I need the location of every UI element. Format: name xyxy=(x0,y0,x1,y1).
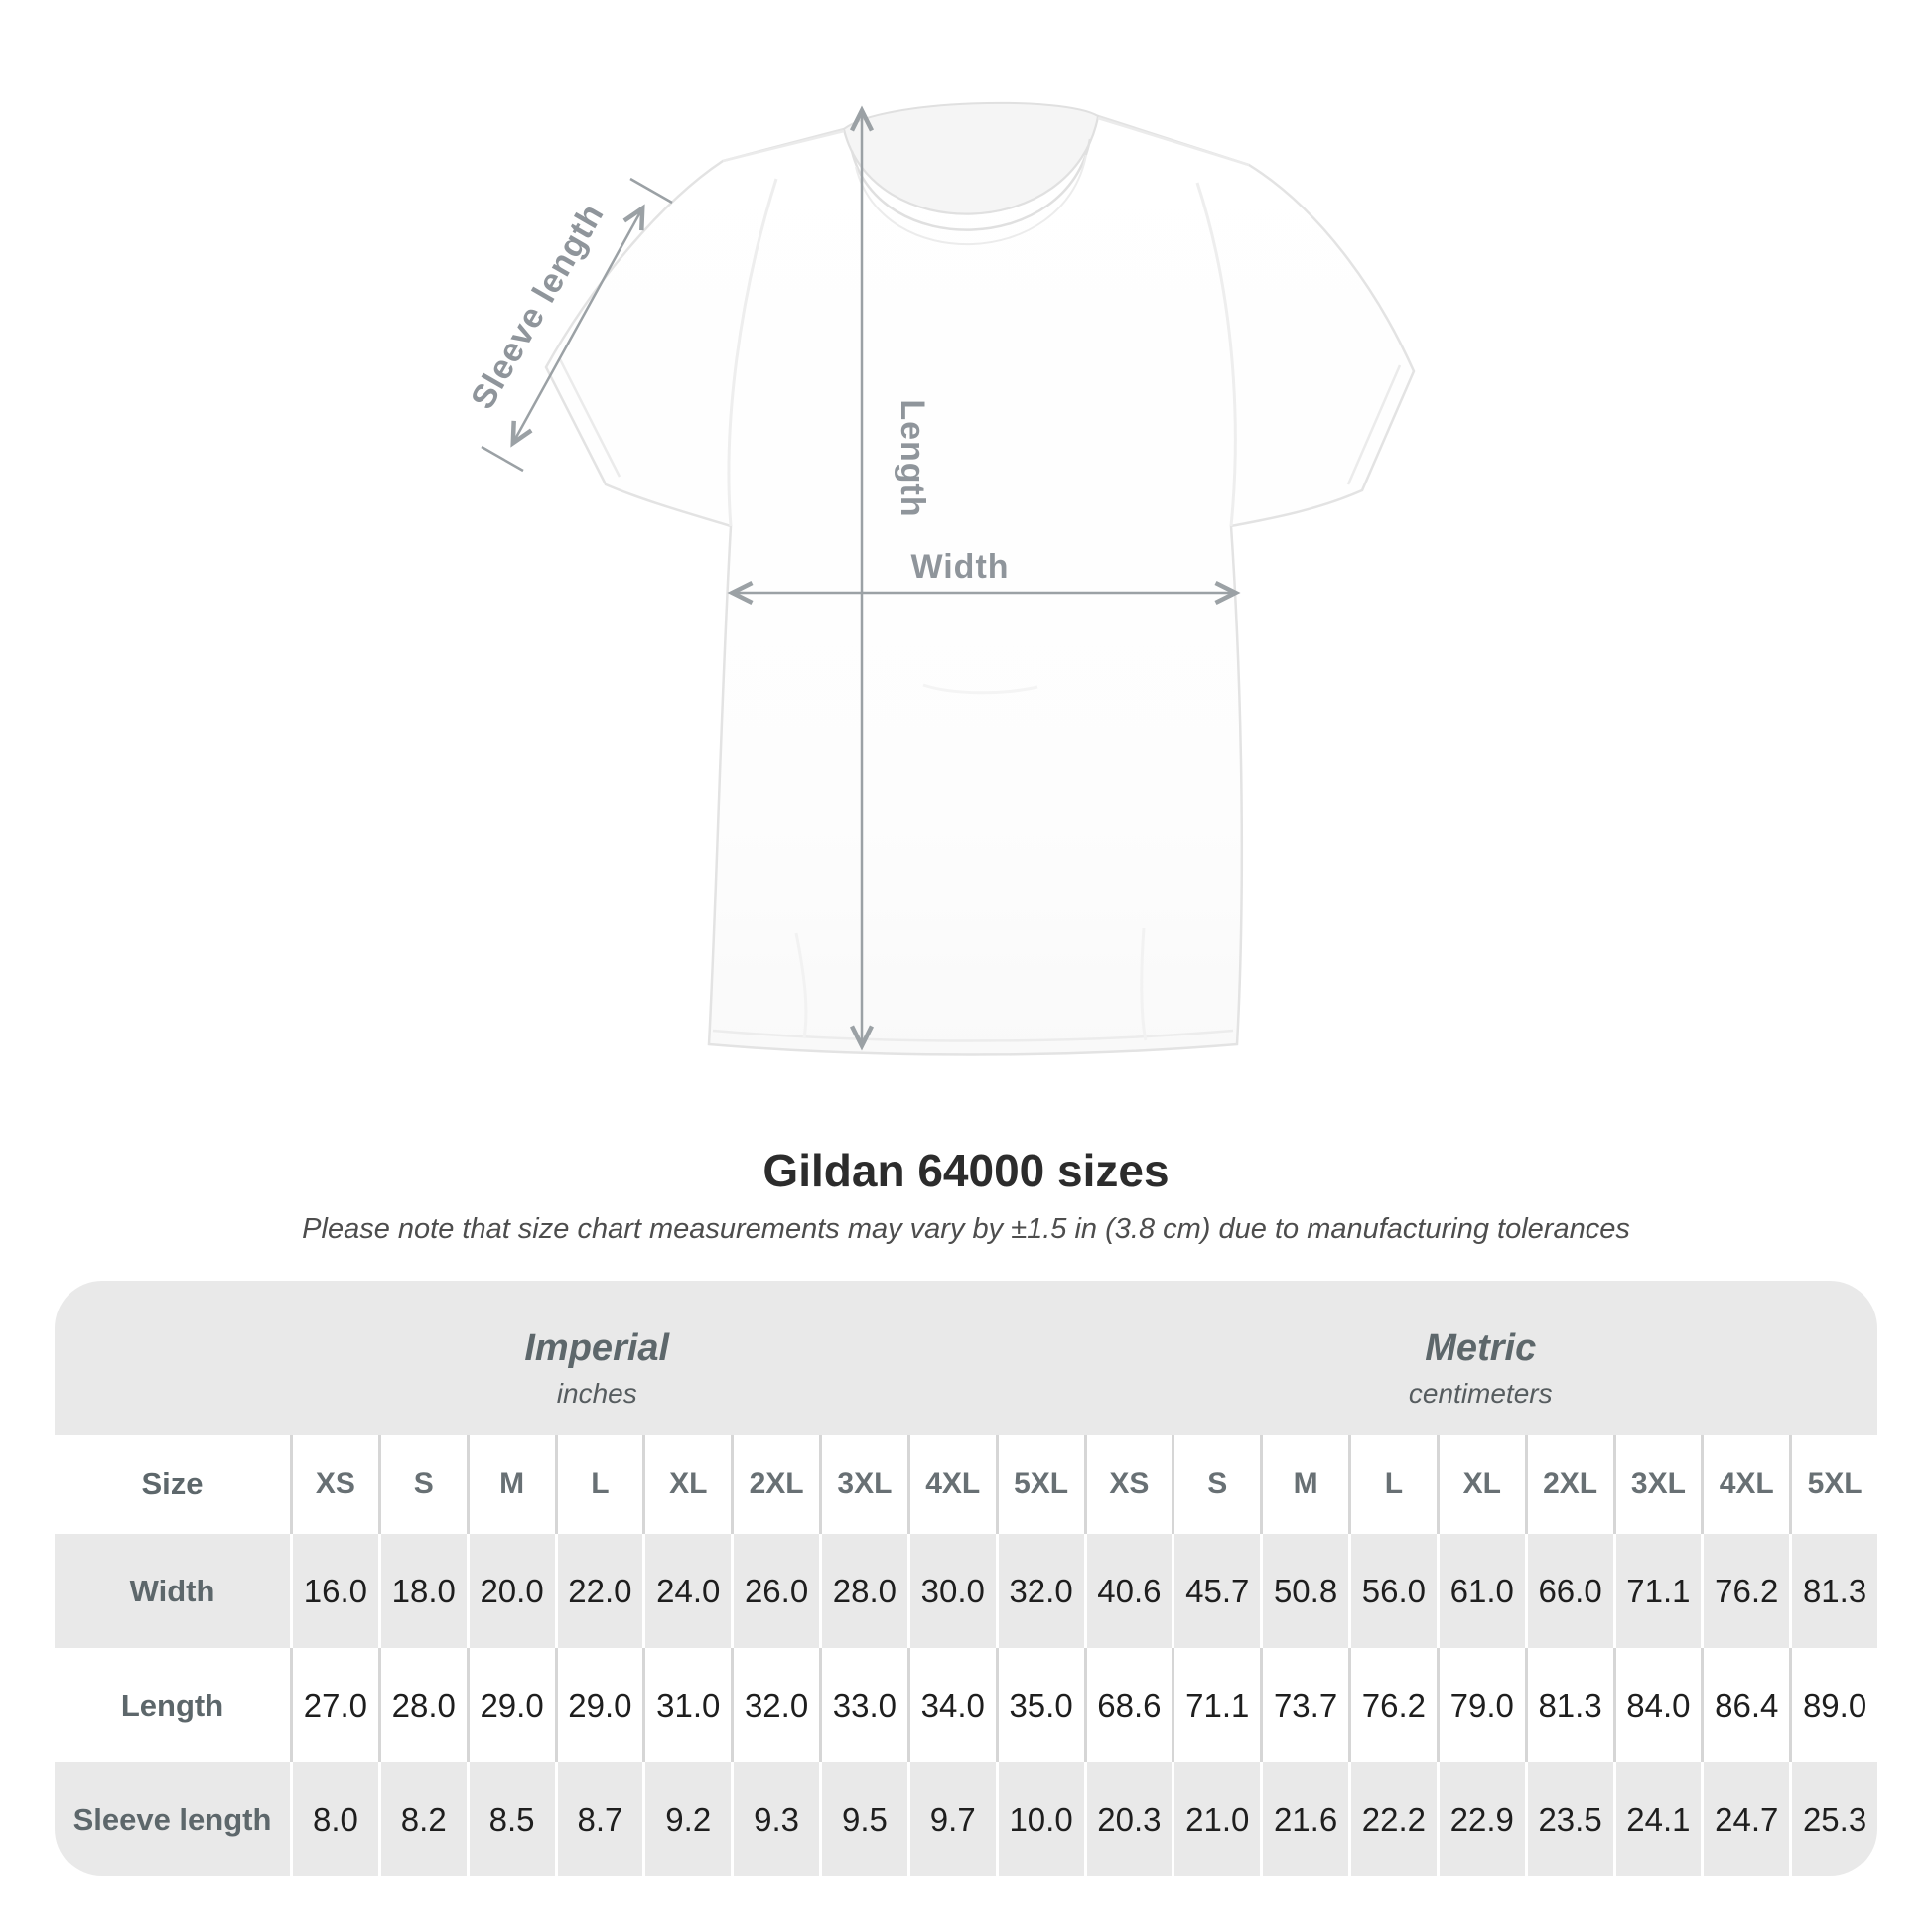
value-cell: 33.0 xyxy=(819,1648,907,1762)
value-cell: 35.0 xyxy=(995,1648,1084,1762)
size-header-cell-imperial: L xyxy=(554,1435,643,1534)
group-header-imperial: Imperial inches xyxy=(82,1281,1112,1435)
value-cell: 40.6 xyxy=(1083,1534,1173,1648)
value-cell: 32.0 xyxy=(731,1648,819,1762)
value-cell: 22.9 xyxy=(1436,1762,1525,1876)
unit-group-header-row: Imperial inches Metric centimeters xyxy=(55,1281,1877,1435)
value-cell: 76.2 xyxy=(1348,1648,1437,1762)
size-header-cell-metric: XL xyxy=(1436,1435,1525,1534)
size-header-row: Size XS S M L XL 2XL 3XL 4XL 5XL XS S M L XL 2XL 3XL 4XL… xyxy=(55,1435,1877,1534)
value-cell: 9.7 xyxy=(906,1762,996,1876)
value-cell: 81.3 xyxy=(1789,1534,1877,1648)
value-cell: 66.0 xyxy=(1524,1534,1613,1648)
value-cell: 56.0 xyxy=(1348,1534,1437,1648)
value-cell: 22.0 xyxy=(554,1534,643,1648)
value-cell: 26.0 xyxy=(731,1534,819,1648)
value-cell: 31.0 xyxy=(642,1648,731,1762)
value-cell: 29.0 xyxy=(554,1648,643,1762)
size-header-cell-metric: XS xyxy=(1083,1435,1173,1534)
value-cell: 20.0 xyxy=(466,1534,555,1648)
size-table: Imperial inches Metric centimeters Size … xyxy=(55,1281,1877,1876)
value-cell: 89.0 xyxy=(1789,1648,1877,1762)
size-header-cell-metric: 3XL xyxy=(1612,1435,1702,1534)
value-cell: 9.5 xyxy=(819,1762,907,1876)
length-label: Length xyxy=(894,399,931,517)
size-header-cell-imperial: 2XL xyxy=(731,1435,819,1534)
value-cell: 8.5 xyxy=(466,1762,555,1876)
table-row-sleeve-length: Sleeve length 8.0 8.2 8.5 8.7 9.2 9.3 9.5 9.7 10… xyxy=(55,1762,1877,1876)
value-cell: 29.0 xyxy=(466,1648,555,1762)
value-cell: 8.2 xyxy=(377,1762,467,1876)
value-cell: 8.7 xyxy=(554,1762,643,1876)
value-cell: 24.7 xyxy=(1701,1762,1789,1876)
value-cell: 24.1 xyxy=(1612,1762,1702,1876)
row-label-width: Width xyxy=(129,1573,215,1608)
group-header-metric: Metric centimeters xyxy=(1084,1281,1878,1435)
value-cell: 25.3 xyxy=(1789,1762,1877,1876)
size-header-cell-imperial: 4XL xyxy=(906,1435,996,1534)
value-cell: 28.0 xyxy=(819,1534,907,1648)
size-header-cell-imperial: M xyxy=(466,1435,555,1534)
value-cell: 24.0 xyxy=(642,1534,731,1648)
size-header-cell-imperial: S xyxy=(377,1435,467,1534)
value-cell: 8.0 xyxy=(290,1762,378,1876)
value-cell: 79.0 xyxy=(1436,1648,1525,1762)
metric-unit: centimeters xyxy=(1408,1378,1553,1409)
value-cell: 81.3 xyxy=(1524,1648,1613,1762)
size-header-cell-metric: 2XL xyxy=(1524,1435,1613,1534)
value-cell: 9.3 xyxy=(731,1762,819,1876)
size-header-cell-imperial: XS xyxy=(290,1435,378,1534)
value-cell: 34.0 xyxy=(906,1648,996,1762)
value-cell: 84.0 xyxy=(1612,1648,1702,1762)
table-row-length: Length 27.0 28.0 29.0 29.0 31.0 32.0 33.0 34.0 3… xyxy=(55,1648,1877,1762)
size-header-cell-metric: S xyxy=(1172,1435,1260,1534)
size-header-cell-imperial: 5XL xyxy=(995,1435,1084,1534)
value-cell: 9.2 xyxy=(642,1762,731,1876)
row-label-length: Length xyxy=(120,1687,224,1723)
value-cell: 76.2 xyxy=(1701,1534,1789,1648)
page-title: Gildan 64000 sizes xyxy=(762,1145,1170,1196)
value-cell: 27.0 xyxy=(290,1648,378,1762)
size-header-cell-imperial: XL xyxy=(642,1435,731,1534)
value-cell: 50.8 xyxy=(1260,1534,1348,1648)
value-cell: 86.4 xyxy=(1701,1648,1789,1762)
size-column-header: Size xyxy=(141,1466,204,1501)
value-cell: 68.6 xyxy=(1083,1648,1173,1762)
value-cell: 20.3 xyxy=(1083,1762,1173,1876)
value-cell: 21.0 xyxy=(1172,1762,1260,1876)
row-label-sleeve-length: Sleeve length xyxy=(72,1801,272,1837)
size-header-cell-metric: 4XL xyxy=(1701,1435,1789,1534)
value-cell: 16.0 xyxy=(290,1534,378,1648)
size-header-cell-metric: M xyxy=(1260,1435,1348,1534)
value-cell: 30.0 xyxy=(906,1534,996,1648)
tshirt-measurement-diagram: Length Width Sleeve length xyxy=(464,101,1416,1056)
imperial-title: Imperial xyxy=(524,1327,670,1369)
imperial-unit: inches xyxy=(556,1378,637,1409)
size-header-cell-metric: 5XL xyxy=(1789,1435,1877,1534)
value-cell: 18.0 xyxy=(377,1534,467,1648)
size-header-cell-metric: L xyxy=(1348,1435,1437,1534)
value-cell: 21.6 xyxy=(1260,1762,1348,1876)
table-row-width: Width 16.0 18.0 20.0 22.0 24.0 26.0 28.0 30.0 32… xyxy=(55,1534,1877,1648)
value-cell: 61.0 xyxy=(1436,1534,1525,1648)
value-cell: 73.7 xyxy=(1260,1648,1348,1762)
sleeve-length-arrow xyxy=(481,177,673,473)
value-cell: 28.0 xyxy=(377,1648,467,1762)
metric-title: Metric xyxy=(1425,1327,1537,1369)
value-cell: 45.7 xyxy=(1172,1534,1260,1648)
value-cell: 22.2 xyxy=(1348,1762,1437,1876)
size-header-cell-imperial: 3XL xyxy=(819,1435,907,1534)
page-subtitle: Please note that size chart measurements… xyxy=(302,1213,1630,1245)
width-label: Width xyxy=(910,548,1009,586)
value-cell: 10.0 xyxy=(995,1762,1084,1876)
value-cell: 32.0 xyxy=(995,1534,1084,1648)
value-cell: 71.1 xyxy=(1172,1648,1260,1762)
value-cell: 23.5 xyxy=(1524,1762,1613,1876)
value-cell: 71.1 xyxy=(1612,1534,1702,1648)
